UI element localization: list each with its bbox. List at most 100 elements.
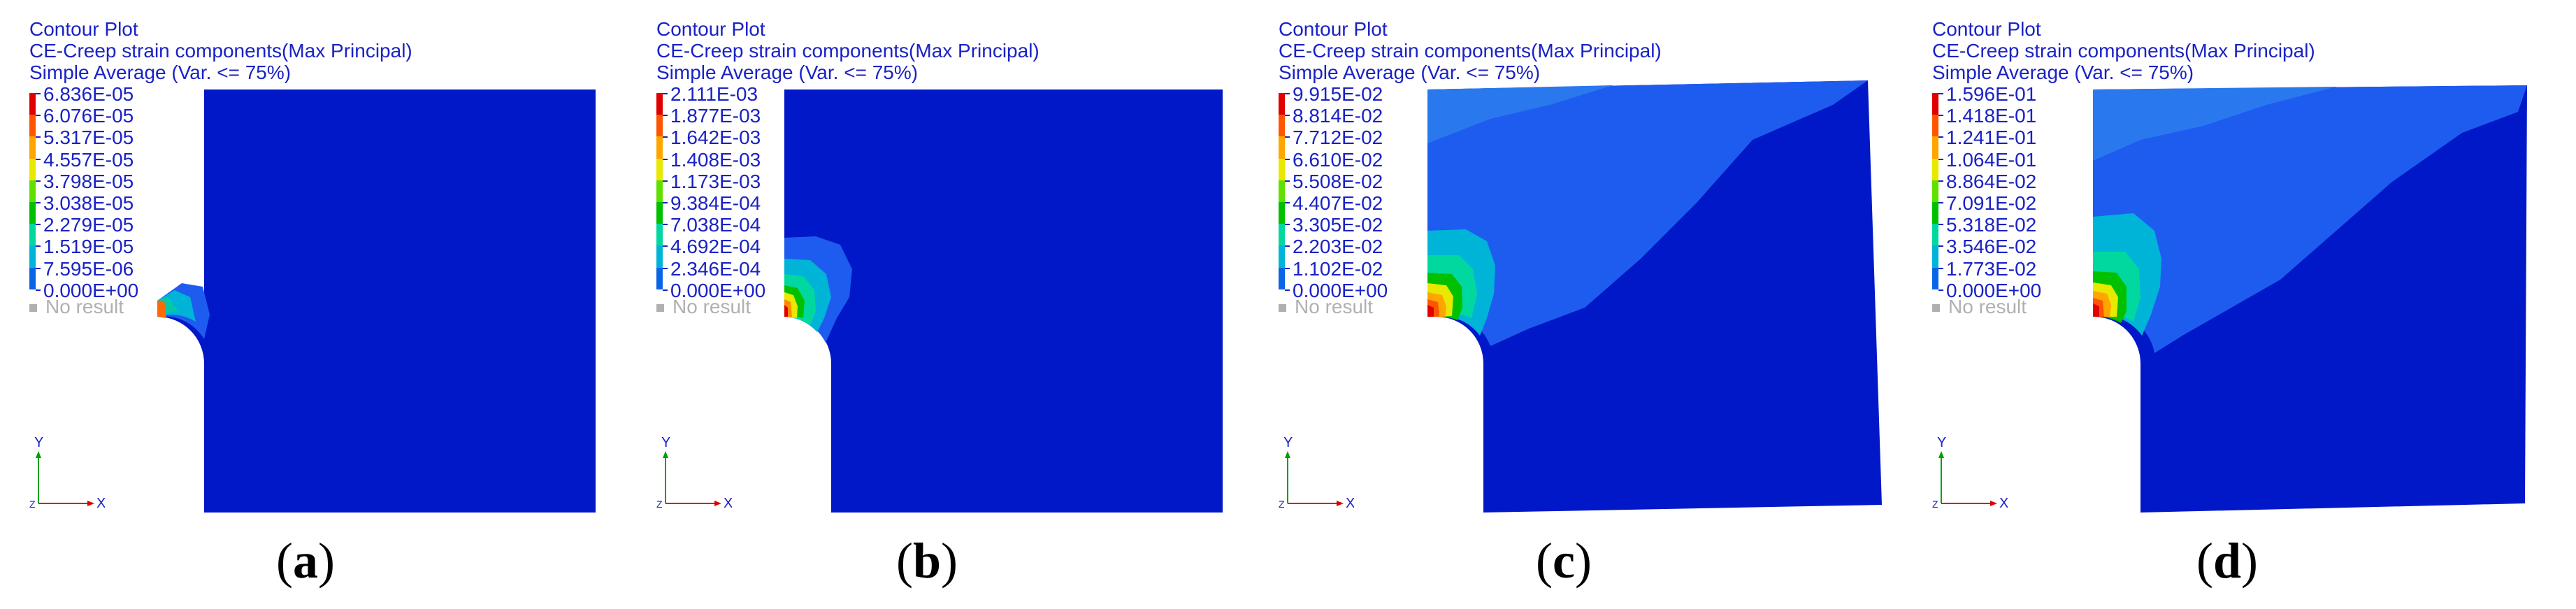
no-result-legend: No result — [656, 297, 751, 317]
axis-triad: Y X Z — [1279, 437, 1354, 511]
panel-d: Contour Plot CE-Creep strain components(… — [1903, 0, 2546, 609]
contour-plot — [1427, 80, 1882, 513]
legend-value: 0.000E+00 — [1946, 279, 2042, 301]
legend-value: 7.712E-02 — [1293, 127, 1383, 149]
no-result-legend: No result — [1932, 297, 2027, 317]
legend-value: 2.203E-02 — [1293, 236, 1383, 258]
header-result-type: CE-Creep strain components(Max Principal… — [656, 40, 1039, 62]
no-result-label: No result — [1295, 296, 1374, 317]
legend-value: 1.241E-01 — [1946, 127, 2037, 149]
axis-y-label: Y — [661, 437, 670, 450]
axis-y-label: Y — [1937, 437, 1946, 450]
header-averaging: Simple Average (Var. <= 75%) — [656, 62, 919, 83]
legend-value: 2.111E-03 — [670, 83, 758, 105]
no-result-legend: No result — [29, 297, 124, 317]
plate-mesh — [157, 89, 596, 513]
plate-mesh — [784, 89, 1223, 513]
header-averaging: Simple Average (Var. <= 75%) — [1279, 62, 1541, 83]
axis-x-label: X — [1346, 496, 1354, 511]
legend-value: 4.692E-04 — [670, 236, 761, 258]
legend-value: 3.546E-02 — [1946, 236, 2037, 258]
header-title: Contour Plot — [656, 18, 765, 40]
subfigure-label: (c) — [1536, 533, 1592, 589]
axis-x-label: X — [724, 496, 732, 511]
plot-header: Contour Plot CE-Creep strain components(… — [29, 18, 412, 83]
header-result-type: CE-Creep strain components(Max Principal… — [1932, 40, 2315, 62]
legend-value: 3.305E-02 — [1293, 214, 1383, 236]
header-result-type: CE-Creep strain components(Max Principal… — [1279, 40, 1662, 62]
axis-triad: Y X Z — [1932, 437, 2008, 511]
legend-value: 1.102E-02 — [1293, 257, 1383, 280]
legend-value: 9.915E-02 — [1293, 83, 1383, 105]
legend-value: 2.346E-04 — [670, 257, 761, 280]
header-averaging: Simple Average (Var. <= 75%) — [29, 62, 292, 83]
legend-value: 5.317E-05 — [43, 127, 134, 149]
header-title: Contour Plot — [1932, 18, 2041, 40]
contour-plot — [157, 89, 596, 513]
legend-value: 9.384E-04 — [670, 192, 761, 214]
contour-plot — [784, 89, 1223, 513]
legend-value: 1.877E-03 — [670, 105, 761, 127]
contour-band — [1427, 305, 1434, 317]
axis-z-label: Z — [29, 499, 36, 510]
legend-value: 6.076E-05 — [43, 105, 134, 127]
plot-header: Contour Plot CE-Creep strain components(… — [1279, 18, 1662, 83]
legend-value: 1.064E-01 — [1946, 148, 2037, 171]
contour-band — [784, 305, 788, 317]
header-title: Contour Plot — [1279, 18, 1388, 40]
contour-band — [1427, 80, 1868, 346]
subfigure-label: (a) — [276, 533, 335, 589]
axis-triad: Y X Z — [656, 437, 732, 511]
no-result-legend: No result — [1279, 297, 1373, 317]
axis-x-label: X — [96, 496, 105, 511]
legend-value: 7.091E-02 — [1946, 192, 2037, 214]
contour-band — [2093, 87, 2336, 161]
no-result-label: No result — [1948, 296, 2027, 317]
axis-z-label: Z — [656, 499, 663, 510]
contour-plot — [2093, 85, 2527, 513]
subfigure-label: (d) — [2196, 533, 2259, 589]
legend-value: 1.408E-03 — [670, 148, 761, 171]
legend-value: 6.836E-05 — [43, 83, 134, 105]
legend-value: 1.773E-02 — [1946, 257, 2037, 280]
legend-value: 7.595E-06 — [43, 257, 134, 280]
no-result-label: No result — [45, 296, 124, 317]
legend-value: 0.000E+00 — [1293, 279, 1388, 301]
legend-value: 1.596E-01 — [1946, 83, 2037, 105]
legend-value: 1.519E-05 — [43, 236, 134, 258]
contour-band — [2093, 303, 2099, 317]
axis-y-label: Y — [34, 437, 43, 450]
panel-c: Contour Plot CE-Creep strain components(… — [1249, 0, 1892, 609]
legend-value: 4.557E-05 — [43, 148, 134, 171]
legend-value: 8.864E-02 — [1946, 170, 2037, 192]
axis-z-label: Z — [1932, 499, 1938, 510]
panel-b: Contour Plot CE-Creep strain components(… — [627, 0, 1270, 609]
contour-band — [1427, 85, 1613, 143]
axis-y-label: Y — [1283, 437, 1293, 450]
legend-value: 3.038E-05 — [43, 192, 134, 214]
legend-value: 8.814E-02 — [1293, 105, 1383, 127]
axis-x-label: X — [1999, 496, 2008, 511]
no-result-swatch — [29, 304, 37, 313]
no-result-swatch — [656, 304, 664, 313]
legend-value: 4.407E-02 — [1293, 192, 1383, 214]
legend-value: 7.038E-04 — [670, 214, 761, 236]
no-result-swatch — [1279, 304, 1286, 313]
no-result-label: No result — [672, 296, 751, 317]
subfigure-label: (b) — [896, 533, 958, 589]
plot-header: Contour Plot CE-Creep strain components(… — [656, 18, 1039, 83]
legend-value: 1.642E-03 — [670, 127, 761, 149]
legend-value: 1.418E-01 — [1946, 105, 2037, 127]
legend-value: 6.610E-02 — [1293, 148, 1383, 171]
header-title: Contour Plot — [29, 18, 138, 40]
axis-z-label: Z — [1279, 499, 1285, 510]
legend-value: 2.279E-05 — [43, 214, 134, 236]
contour-band — [2093, 85, 2527, 353]
legend-value: 5.508E-02 — [1293, 170, 1383, 192]
legend-value: 3.798E-05 — [43, 170, 134, 192]
contour-band — [157, 301, 166, 318]
no-result-swatch — [1932, 304, 1940, 313]
plot-header: Contour Plot CE-Creep strain components(… — [1932, 18, 2315, 83]
legend-value: 1.173E-03 — [670, 170, 761, 192]
legend-value: 0.000E+00 — [670, 279, 766, 301]
